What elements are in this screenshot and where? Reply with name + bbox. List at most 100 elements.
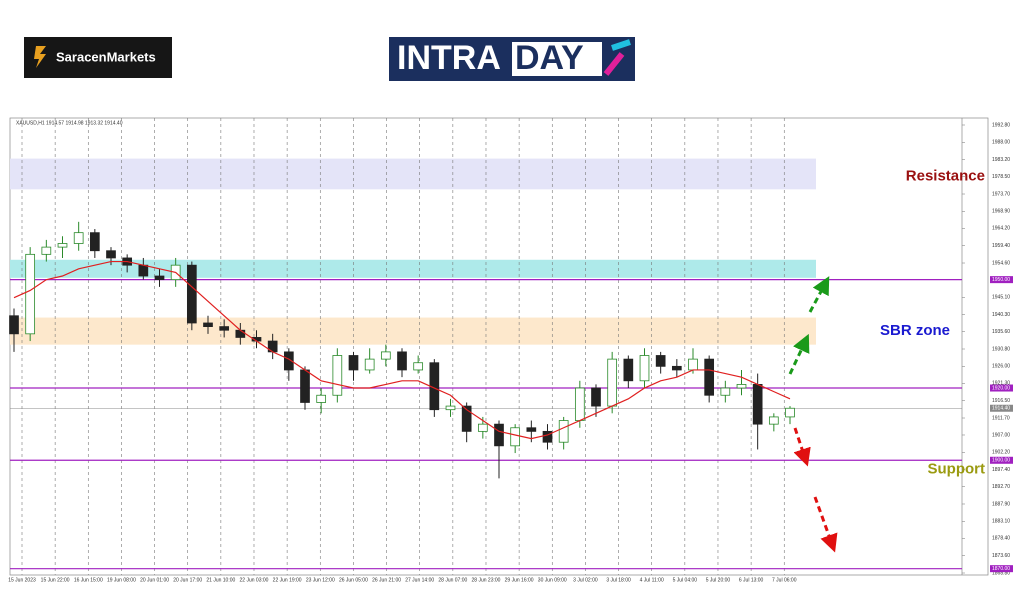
y-tick-label: 1916.50 xyxy=(992,398,1010,404)
candle-body xyxy=(397,351,407,371)
candle-body xyxy=(348,355,359,371)
candle-body xyxy=(89,232,100,252)
candle-body xyxy=(655,355,666,367)
y-tick-label: 1978.50 xyxy=(992,174,1010,180)
y-tick-label: 1902.20 xyxy=(992,450,1010,456)
level-label: 1920.00 xyxy=(992,385,1010,391)
x-tick-label: 20 Jun 01:00 xyxy=(140,577,169,583)
y-tick-label: 1983.20 xyxy=(992,157,1010,163)
logo-intra: INTRA xyxy=(397,39,501,77)
x-tick-label: 4 Jul 11:00 xyxy=(640,577,664,583)
x-tick-label: 7 Jul 06:00 xyxy=(772,577,797,583)
y-tick-label: 1973.70 xyxy=(992,191,1010,197)
zone xyxy=(10,158,816,190)
candle-body xyxy=(186,264,197,324)
y-tick-label: 1911.70 xyxy=(992,415,1010,421)
y-tick-label: 1907.00 xyxy=(992,432,1010,438)
broker-name: SaracenMarkets xyxy=(56,49,156,64)
candle-body xyxy=(461,405,472,432)
zone xyxy=(10,259,816,278)
candle-body xyxy=(445,405,456,411)
y-tick-label: 1992.80 xyxy=(992,122,1010,128)
x-tick-label: 5 Jul 20:00 xyxy=(706,577,731,583)
candle-body xyxy=(494,423,504,447)
annotation: Support xyxy=(928,461,986,478)
y-tick-label: 1897.40 xyxy=(992,467,1010,473)
x-tick-label: 26 Jun 21:00 xyxy=(372,577,401,583)
candle-body xyxy=(752,384,763,425)
level-label: 1900.00 xyxy=(992,458,1010,464)
candle-body xyxy=(332,355,343,396)
candle-body xyxy=(768,416,779,425)
x-tick-label: 19 Jun 08:00 xyxy=(107,577,136,583)
y-tick-label: 1868.80 xyxy=(992,570,1010,576)
candle-body xyxy=(57,243,68,248)
level-label: 1914.40 xyxy=(992,406,1010,412)
level-tag xyxy=(990,565,1013,573)
moving-average xyxy=(13,260,791,440)
candle-body xyxy=(138,264,149,277)
x-tick-label: 15 Jun 22:00 xyxy=(41,577,70,583)
candle-body xyxy=(736,384,747,389)
chart-title: XAUUSD,H1 1914.57 1914.98 1913.32 1914.4… xyxy=(16,120,123,126)
candle-body xyxy=(510,427,521,447)
y-tick-label: 1921.30 xyxy=(992,381,1010,387)
zone xyxy=(10,317,816,345)
candle-body xyxy=(283,351,294,371)
intraday-logo: INTRA DAY xyxy=(389,37,635,81)
candle-body xyxy=(219,326,230,331)
level-tag xyxy=(990,276,1013,284)
candle-body xyxy=(41,246,52,255)
candle-body xyxy=(300,369,310,403)
y-tick-label: 1887.90 xyxy=(992,501,1010,507)
level-tag xyxy=(990,384,1013,392)
candle-body xyxy=(591,387,601,407)
candle-body xyxy=(671,365,682,371)
candle-body xyxy=(558,420,569,443)
scenario-arrows xyxy=(788,276,838,553)
candle-body xyxy=(720,387,731,396)
candle-body xyxy=(25,253,36,335)
candle-body xyxy=(9,315,19,335)
candle-body xyxy=(639,355,650,382)
x-tick-label: 21 Jun 10:00 xyxy=(206,577,235,583)
zone-label: SBR zone xyxy=(880,322,950,339)
candle-body xyxy=(574,387,585,421)
y-tick-label: 1892.70 xyxy=(992,484,1010,490)
x-tick-label: 22 Jun 03:00 xyxy=(240,577,269,583)
x-tick-label: 23 Jun 12:00 xyxy=(306,577,335,583)
candle-body xyxy=(704,358,715,396)
candle-body xyxy=(477,423,488,432)
y-tick-label: 1935.60 xyxy=(992,329,1010,335)
y-tick-label: 1930.80 xyxy=(992,346,1010,352)
x-tick-label: 28 Jun 07:00 xyxy=(438,577,467,583)
x-tick-label: 28 Jun 23:00 xyxy=(472,577,501,583)
chart-frame xyxy=(9,117,989,576)
level-tag xyxy=(990,404,1013,412)
y-tick-label: 1959.40 xyxy=(992,243,1010,249)
x-tick-label: 16 Jun 15:00 xyxy=(74,577,103,583)
annotation: Resistance xyxy=(906,168,985,185)
candle-body xyxy=(526,427,537,432)
level-label: 1870.00 xyxy=(992,566,1010,572)
x-tick-label: 22 Jun 19:00 xyxy=(273,577,302,583)
candle-body xyxy=(413,362,424,371)
candle-body xyxy=(73,232,84,244)
y-tick-label: 1878.40 xyxy=(992,536,1010,542)
candle-body xyxy=(380,351,391,360)
level-label: 1950.00 xyxy=(992,277,1010,283)
candle-body xyxy=(542,430,553,443)
x-tick-label: 30 Jun 09:00 xyxy=(538,577,567,583)
broker-logo: SaracenMarkets xyxy=(24,37,172,78)
x-tick-label: 29 Jun 16:00 xyxy=(505,577,534,583)
y-tick-label: 1964.20 xyxy=(992,226,1010,232)
y-tick-label: 1940.30 xyxy=(992,312,1010,318)
x-tick-label: 20 Jun 17:00 xyxy=(173,577,202,583)
y-tick-label: 1926.00 xyxy=(992,364,1010,370)
y-tick-label: 1988.00 xyxy=(992,140,1010,146)
y-tick-label: 1945.10 xyxy=(992,295,1010,301)
y-tick-label: 1883.10 xyxy=(992,519,1010,525)
candle-body xyxy=(235,329,246,338)
y-tick-label: 1968.90 xyxy=(992,209,1010,215)
x-tick-label: 5 Jul 04:00 xyxy=(673,577,698,583)
